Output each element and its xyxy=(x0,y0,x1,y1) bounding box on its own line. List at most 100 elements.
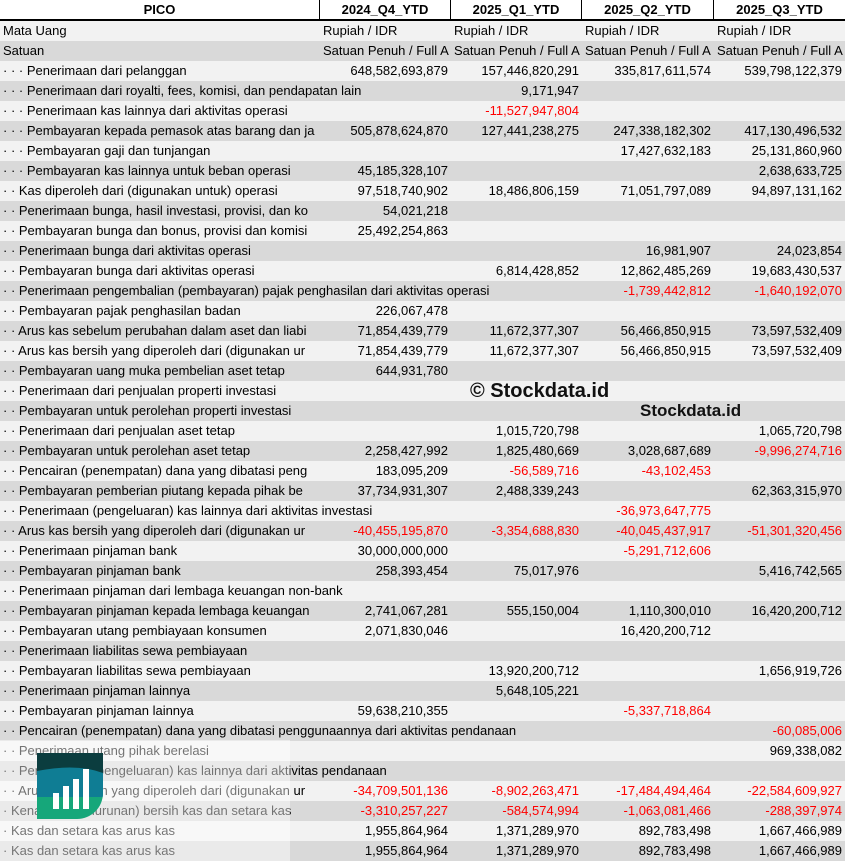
cell-value[interactable]: -40,045,437,917 xyxy=(616,523,711,538)
row-label[interactable]: · · Pembayaran bunga dan bonus, provisi … xyxy=(3,223,308,238)
row-label[interactable]: · Kas dan setara kas arus kas xyxy=(3,823,175,838)
cell-value[interactable] xyxy=(320,741,451,761)
cell-value[interactable] xyxy=(714,501,845,521)
cell-value[interactable] xyxy=(320,261,451,281)
cell-value[interactable] xyxy=(582,301,714,321)
cell-value[interactable]: 71,854,439,779 xyxy=(357,323,448,338)
cell-value[interactable]: 1,656,919,726 xyxy=(758,663,842,678)
row-label[interactable]: · · Arus kas bersih yang diperoleh dari … xyxy=(3,343,306,358)
cell-value[interactable]: Rupiah / IDR xyxy=(454,23,529,38)
cell-value[interactable]: Satuan Penuh / Full A xyxy=(323,43,449,58)
cell-value[interactable] xyxy=(582,661,714,681)
cell-value[interactable]: 54,021,218 xyxy=(382,203,448,218)
cell-value[interactable] xyxy=(582,561,714,581)
cell-value[interactable]: 1,371,289,970 xyxy=(495,843,579,858)
cell-value[interactable]: -51,301,320,456 xyxy=(747,523,842,538)
cell-value[interactable] xyxy=(714,201,845,221)
cell-value[interactable] xyxy=(714,581,845,601)
cell-value[interactable]: 6,814,428,852 xyxy=(495,263,579,278)
header-ticker[interactable]: PICO xyxy=(0,0,320,19)
cell-value[interactable] xyxy=(714,381,845,401)
cell-value[interactable]: 25,492,254,863 xyxy=(357,223,448,238)
row-label[interactable]: · · Kas diperoleh dari (digunakan untuk)… xyxy=(3,183,278,198)
cell-value[interactable]: 56,466,850,915 xyxy=(620,343,711,358)
cell-value[interactable]: -288,397,974 xyxy=(765,803,842,818)
cell-value[interactable] xyxy=(714,81,845,101)
row-label[interactable]: · · · Pembayaran kas lainnya untuk beban… xyxy=(3,163,291,178)
cell-value[interactable]: 969,338,082 xyxy=(769,743,842,758)
cell-value[interactable] xyxy=(582,641,714,661)
header-col-2024-q4[interactable]: 2024_Q4_YTD xyxy=(320,0,451,19)
row-label[interactable]: · · · Penerimaan dari pelanggan xyxy=(3,63,187,78)
row-label[interactable]: Mata Uang xyxy=(3,23,67,38)
cell-value[interactable]: -22,584,609,927 xyxy=(747,783,842,798)
row-label[interactable]: · · · Penerimaan dari royalti, fees, kom… xyxy=(3,83,362,98)
header-col-2025-q2[interactable]: 2025_Q2_YTD xyxy=(582,0,714,19)
cell-value[interactable]: -3,310,257,227 xyxy=(360,803,448,818)
cell-value[interactable]: 644,931,780 xyxy=(375,363,448,378)
cell-value[interactable]: -34,709,501,136 xyxy=(353,783,448,798)
header-col-2025-q1[interactable]: 2025_Q1_YTD xyxy=(451,0,582,19)
cell-value[interactable] xyxy=(320,661,451,681)
cell-value[interactable]: 37,734,931,307 xyxy=(357,483,448,498)
row-label[interactable]: · · Pembayaran bunga dari aktivitas oper… xyxy=(3,263,255,278)
cell-value[interactable]: 59,638,210,355 xyxy=(357,703,448,718)
row-label[interactable]: · · Pembayaran utang pembiayaan konsumen xyxy=(3,623,267,638)
cell-value[interactable]: Satuan Penuh / Full A xyxy=(717,43,843,58)
cell-value[interactable]: 258,393,454 xyxy=(375,563,448,578)
cell-value[interactable]: -11,527,947,804 xyxy=(485,103,579,118)
cell-value[interactable] xyxy=(451,541,582,561)
cell-value[interactable] xyxy=(320,421,451,441)
row-label[interactable]: · · Penerimaan dari penjualan properti i… xyxy=(3,383,277,398)
cell-value[interactable] xyxy=(320,401,451,421)
row-label[interactable]: · · Penerimaan bunga, hasil investasi, p… xyxy=(3,203,308,218)
cell-value[interactable] xyxy=(451,761,582,781)
cell-value[interactable] xyxy=(582,221,714,241)
cell-value[interactable]: -36,973,647,775 xyxy=(616,503,711,518)
row-label[interactable]: · · Arus kas bersih yang diperoleh dari … xyxy=(3,523,306,538)
cell-value[interactable]: 17,427,632,183 xyxy=(620,143,711,158)
cell-value[interactable]: 62,363,315,970 xyxy=(751,483,842,498)
cell-value[interactable]: -43,102,453 xyxy=(641,463,711,478)
cell-value[interactable]: 505,878,624,870 xyxy=(350,123,448,138)
cell-value[interactable]: Rupiah / IDR xyxy=(323,23,398,38)
cell-value[interactable]: 56,466,850,915 xyxy=(620,323,711,338)
cell-value[interactable]: -584,574,994 xyxy=(502,803,579,818)
cell-value[interactable]: 45,185,328,107 xyxy=(357,163,448,178)
cell-value[interactable]: -5,291,712,606 xyxy=(623,543,711,558)
cell-value[interactable]: 1,667,466,989 xyxy=(758,843,842,858)
cell-value[interactable]: 30,000,000,000 xyxy=(357,543,448,558)
cell-value[interactable]: 892,783,498 xyxy=(638,823,711,838)
cell-value[interactable]: 127,441,238,275 xyxy=(481,123,579,138)
cell-value[interactable] xyxy=(582,361,714,381)
cell-value[interactable]: 16,420,200,712 xyxy=(620,623,711,638)
cell-value[interactable]: 226,067,478 xyxy=(375,303,448,318)
cell-value[interactable]: 1,955,864,964 xyxy=(364,823,448,838)
cell-value[interactable] xyxy=(451,401,582,421)
cell-value[interactable]: 11,672,377,307 xyxy=(489,323,579,338)
row-label[interactable]: · · · Penerimaan kas lainnya dari aktivi… xyxy=(3,103,288,118)
row-label[interactable]: · · Penerimaan dari penjualan aset tetap xyxy=(3,423,235,438)
row-label[interactable]: · · Pembayaran pinjaman bank xyxy=(3,563,181,578)
cell-value[interactable]: 555,150,004 xyxy=(506,603,579,618)
row-label[interactable]: · · Penerimaan pinjaman dari lembaga keu… xyxy=(3,583,343,598)
cell-value[interactable]: 539,798,122,379 xyxy=(744,63,842,78)
cell-value[interactable] xyxy=(714,101,845,121)
cell-value[interactable] xyxy=(451,621,582,641)
cell-value[interactable] xyxy=(582,421,714,441)
row-label[interactable]: · · Pembayaran pajak penghasilan badan xyxy=(3,303,241,318)
cell-value[interactable] xyxy=(714,301,845,321)
cell-value[interactable]: 892,783,498 xyxy=(638,843,711,858)
cell-value[interactable]: -60,085,006 xyxy=(772,723,842,738)
cell-value[interactable] xyxy=(451,641,582,661)
cell-value[interactable]: 2,638,633,725 xyxy=(758,163,842,178)
cell-value[interactable]: 73,597,532,409 xyxy=(751,323,842,338)
cell-value[interactable]: 73,597,532,409 xyxy=(751,343,842,358)
cell-value[interactable] xyxy=(582,201,714,221)
row-label[interactable]: · · Pembayaran pinjaman lainnya xyxy=(3,703,194,718)
row-label[interactable]: · · Penerimaan pengembalian (pembayaran)… xyxy=(3,283,490,298)
cell-value[interactable]: 1,667,466,989 xyxy=(758,823,842,838)
cell-value[interactable]: Satuan Penuh / Full A xyxy=(454,43,580,58)
cell-value[interactable] xyxy=(451,141,582,161)
cell-value[interactable]: 1,015,720,798 xyxy=(495,423,579,438)
